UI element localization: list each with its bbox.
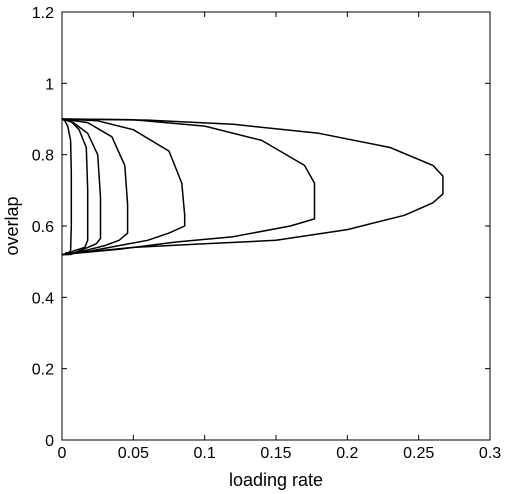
y-tick-label: 1 (45, 76, 54, 93)
series-lines (61, 118, 444, 256)
x-tick-label: 0.25 (403, 445, 434, 462)
plot-area (61, 11, 491, 441)
x-tick-label: 0.15 (260, 445, 291, 462)
y-tick-label: 0.4 (32, 290, 54, 307)
series-line-2 (61, 118, 89, 256)
x-axis-label: loading rate (229, 470, 323, 490)
x-tick-label: 0.2 (336, 445, 358, 462)
x-tick-label: 0.05 (118, 445, 149, 462)
series-line-6 (61, 118, 316, 256)
y-tick-label: 0 (45, 433, 54, 450)
x-tick-label: 0 (58, 445, 67, 462)
axis-ticks: 0 0.05 0.1 0.15 0.2 0.25 0.3 0 0.2 0.4 0.6 0.8 1 1.2 (32, 5, 501, 462)
series-line-5 (61, 118, 186, 256)
y-tick-label: 0.8 (32, 148, 54, 165)
y-tick-label: 0.2 (32, 362, 54, 379)
y-tick-label: 1.2 (32, 5, 54, 22)
series-line-7 (61, 118, 444, 256)
series-line-4 (61, 118, 129, 256)
y-tick-label: 0.6 (32, 219, 54, 236)
y-axis-label: overlap (2, 196, 22, 255)
x-tick-label: 0.1 (194, 445, 216, 462)
x-tick-label: 0.3 (479, 445, 501, 462)
